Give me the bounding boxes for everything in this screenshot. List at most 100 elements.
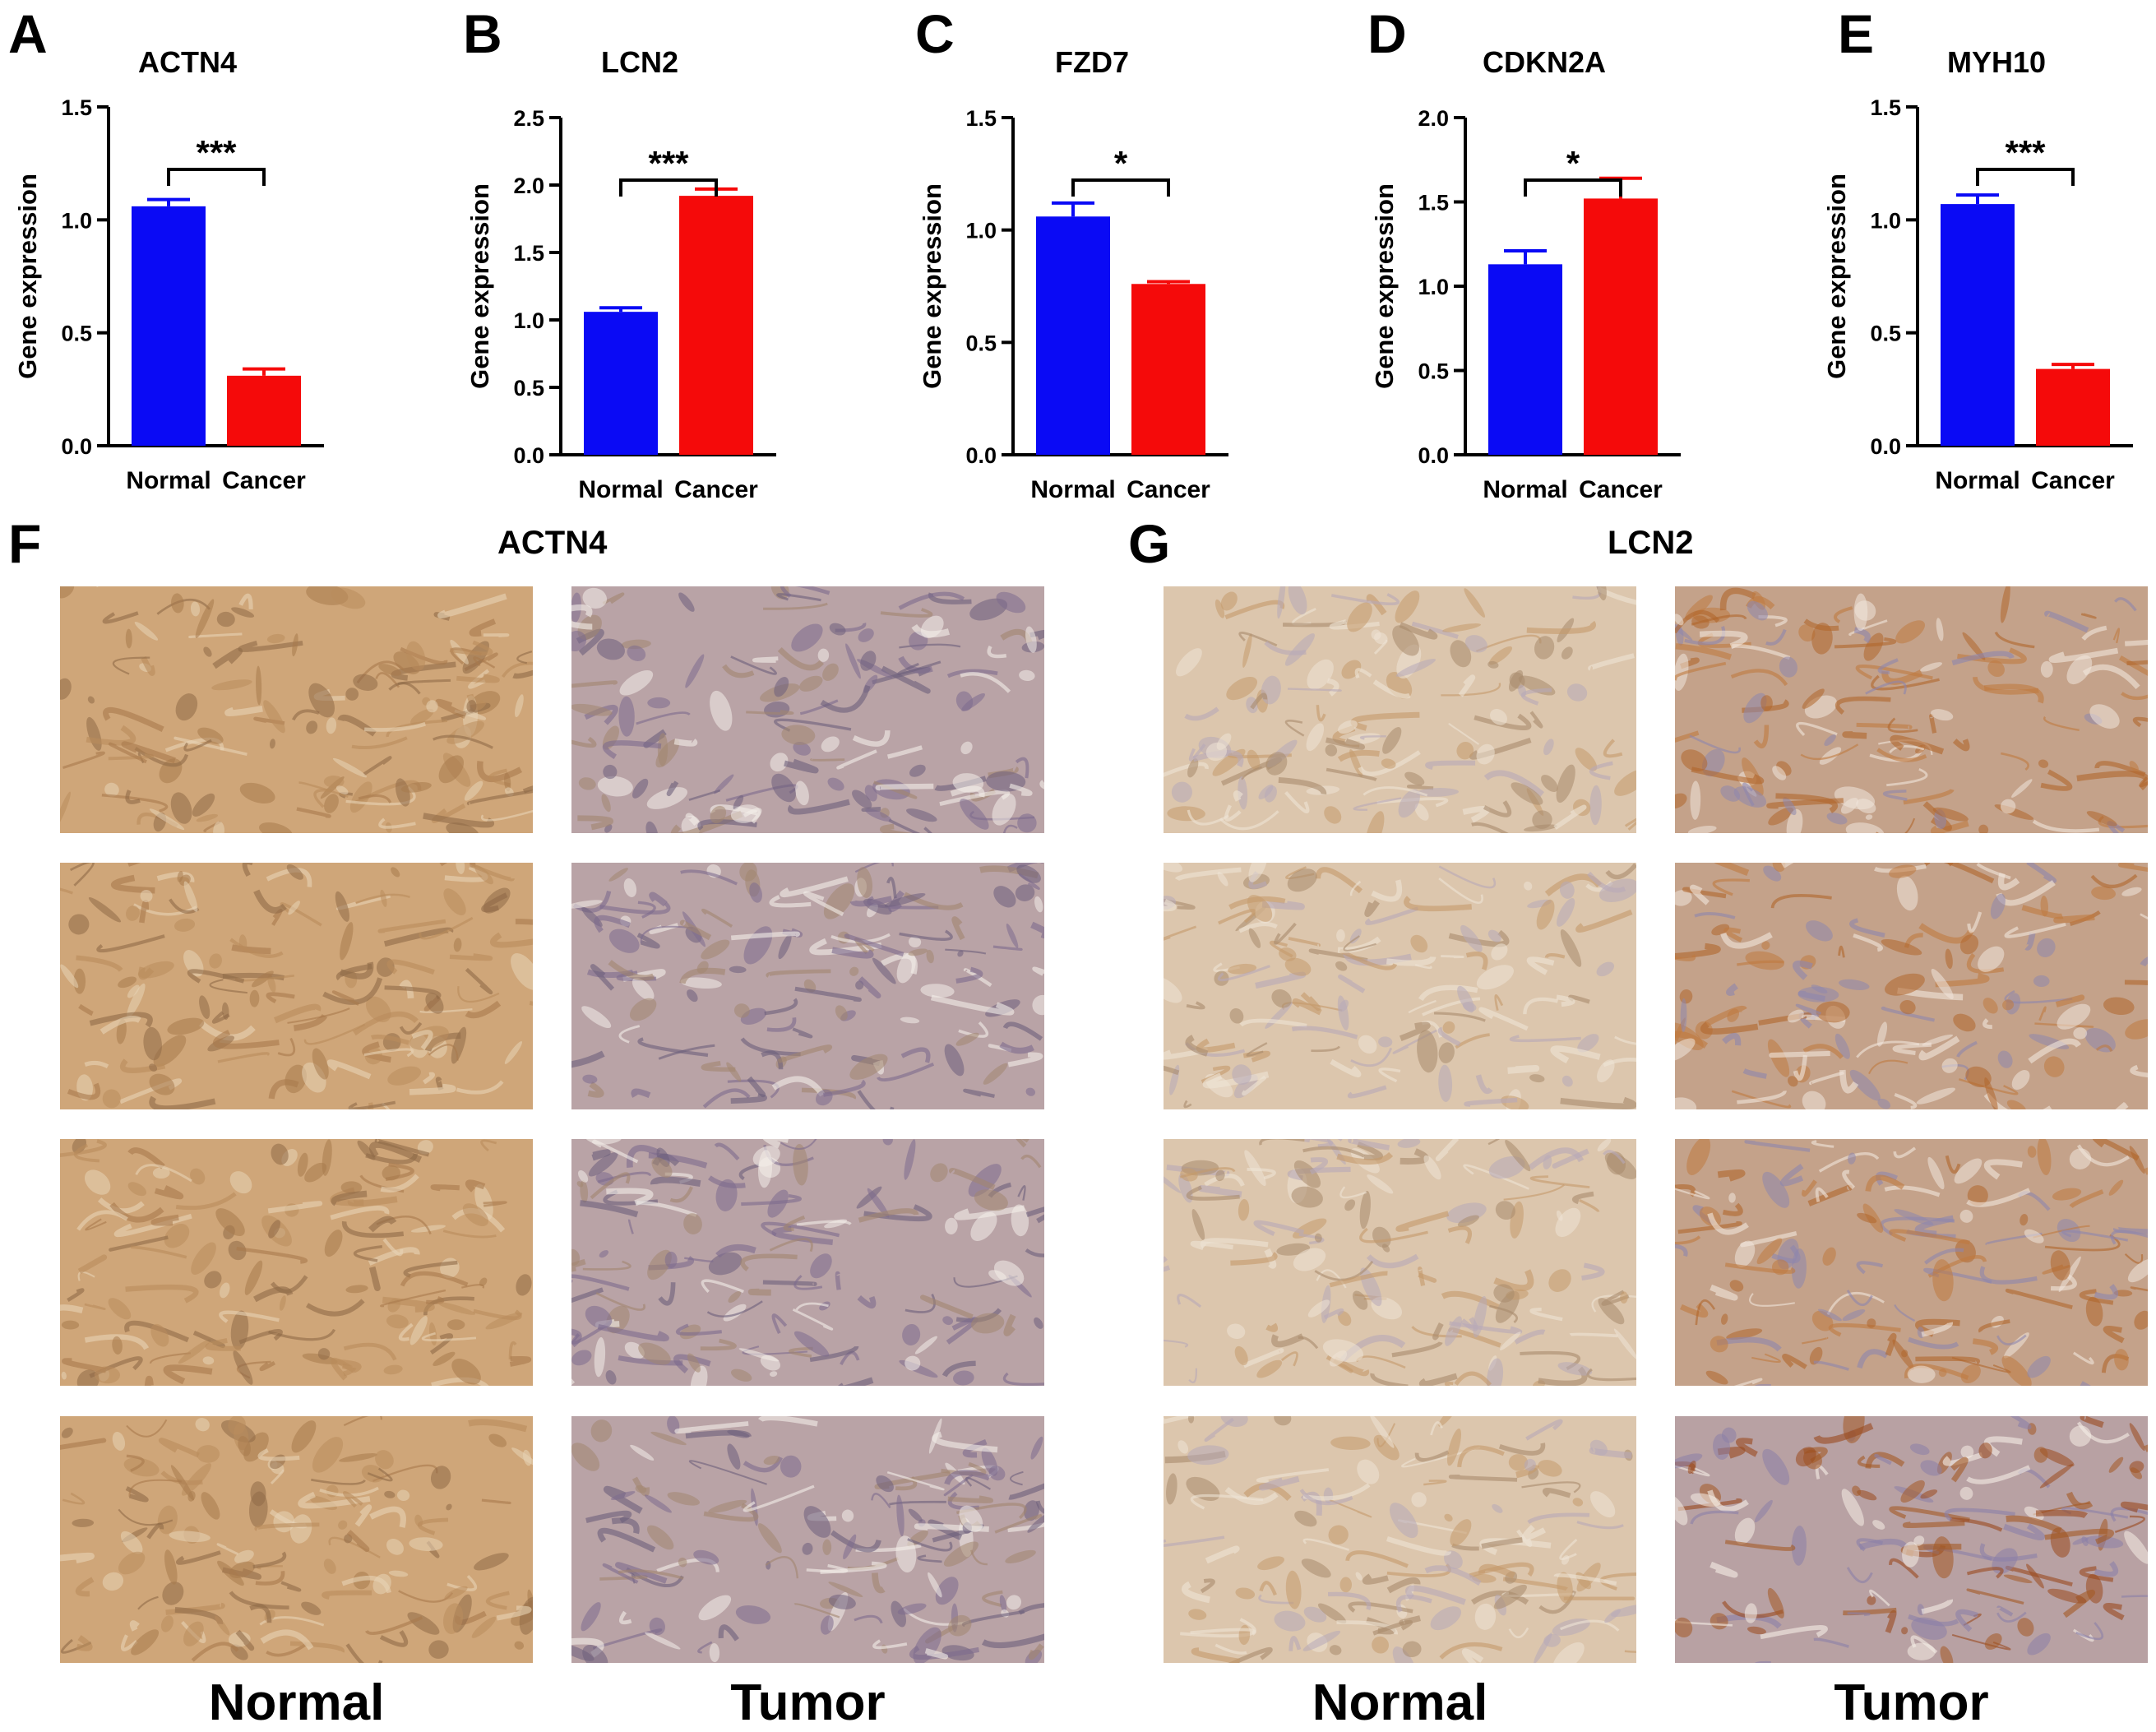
tissue-fiber [1259, 1139, 1305, 1146]
tissue-fiber [1915, 1356, 1981, 1364]
tissue-cell [269, 739, 275, 749]
tissue-cell [771, 773, 796, 803]
tissue-fiber [794, 986, 862, 1003]
ihc-image-lcn2-normal-4 [1164, 1416, 1636, 1663]
tissue-fiber [1330, 1058, 1362, 1077]
tissue-cell [2108, 1456, 2124, 1473]
tissue-fiber [1572, 586, 1602, 600]
tissue-fiber [2010, 1416, 2032, 1429]
tissue-fiber [430, 1184, 460, 1192]
tissue-cell [664, 1251, 678, 1268]
tissue-cell [2124, 1531, 2148, 1564]
tissue-cell [1005, 1549, 1036, 1564]
tissue-fiber [965, 1476, 991, 1490]
tissue-cell [1284, 957, 1312, 976]
tissue-cell [2020, 1214, 2029, 1226]
tissue-fiber [476, 761, 523, 783]
tissue-cell [1620, 1291, 1628, 1304]
tissue-fiber [1675, 661, 1727, 681]
tissue-fiber [963, 1088, 995, 1099]
tissue-fiber [1437, 1026, 1461, 1047]
tissue-cell [1187, 1445, 1229, 1466]
tissue-cell [203, 646, 212, 657]
tissue-fiber [512, 669, 533, 679]
tissue-fiber [384, 985, 442, 1000]
tissue-cell [175, 693, 198, 721]
tissue-cell [239, 782, 275, 804]
tissue-cell [2002, 999, 2015, 1011]
tissue-fiber [1177, 1294, 1202, 1308]
tissue-fiber [2132, 716, 2148, 728]
tissue-cell [608, 868, 628, 882]
tissue-fiber [1902, 1520, 1965, 1528]
tissue-cell [2027, 1355, 2051, 1378]
tissue-fiber [857, 1295, 877, 1309]
tissue-fiber [409, 1083, 456, 1095]
tissue-cell [301, 1601, 322, 1615]
tissue-cell [1027, 1512, 1044, 1533]
tissue-fiber [1315, 867, 1363, 894]
tissue-fiber [2044, 1528, 2115, 1544]
tissue-fiber [267, 1201, 323, 1214]
tissue-cell [268, 1220, 280, 1239]
tissue-fiber [1002, 1372, 1044, 1386]
tissue-fiber [76, 1210, 128, 1231]
tissue-cell [710, 690, 733, 731]
tissue-fiber [126, 1419, 168, 1438]
tissue-fiber [1603, 1150, 1626, 1165]
tissue-cell [1681, 749, 1708, 772]
tissue-cell [730, 1368, 752, 1382]
tissue-cell [909, 764, 926, 777]
tissue-cell [1489, 709, 1507, 725]
tissue-cell [619, 669, 654, 696]
tissue-fiber [293, 1013, 328, 1031]
tissue-fiber [1242, 1348, 1284, 1368]
tissue-fiber [298, 1491, 371, 1509]
tissue-cell [1355, 1572, 1363, 1581]
tissue-cell [1324, 806, 1342, 824]
tissue-fiber [62, 1358, 107, 1373]
tissue-fiber [602, 1563, 639, 1584]
tissue-fiber [854, 1614, 883, 1624]
tissue-cell [646, 1525, 674, 1550]
tissue-fiber [2003, 1523, 2045, 1541]
tissue-fiber [1624, 817, 1636, 831]
tissue-fiber [1966, 1588, 2024, 1605]
tissue-fiber [1877, 658, 1899, 674]
tissue-cell [928, 1572, 942, 1598]
tissue-fiber [1327, 1591, 1372, 1611]
tissue-fiber [2066, 1491, 2094, 1510]
tissue-fiber [1983, 683, 2044, 704]
tissue-fiber [637, 1037, 709, 1058]
tissue-fiber [608, 960, 655, 981]
tissue-cell [84, 1169, 111, 1195]
tissue-fiber [1376, 1423, 1396, 1447]
tissue-cell [375, 1450, 394, 1470]
tissue-cell [1034, 896, 1043, 913]
tissue-cell [378, 664, 402, 676]
tissue-cell [803, 1506, 831, 1538]
tissue-cell [437, 1302, 476, 1315]
tissue-cell [1347, 602, 1372, 632]
tissue-fiber [1751, 1353, 1781, 1364]
tissue-fiber [368, 1247, 420, 1266]
significance-bracket [1976, 168, 2075, 186]
tissue-cell [856, 1186, 882, 1209]
x-tick-label-normal: Normal [1935, 467, 2020, 494]
tissue-fiber [1675, 1188, 1710, 1200]
tissue-fiber [403, 1260, 458, 1278]
tissue-fiber [571, 621, 593, 630]
tissue-cell [302, 1353, 338, 1364]
tissue-fiber [2048, 647, 2119, 663]
tissue-cell [696, 961, 709, 974]
tissue-fiber [1793, 1054, 1808, 1081]
tissue-cell [1294, 1510, 1317, 1527]
tissue-cell [1328, 1525, 1349, 1545]
x-tick-label-normal: Normal [1030, 476, 1115, 503]
tissue-cell [729, 966, 747, 974]
tissue-fiber [335, 963, 372, 981]
tissue-cell [629, 998, 657, 1021]
tissue-cell [213, 821, 224, 833]
tissue-cell [201, 1492, 220, 1520]
tissue-fiber [134, 747, 189, 767]
